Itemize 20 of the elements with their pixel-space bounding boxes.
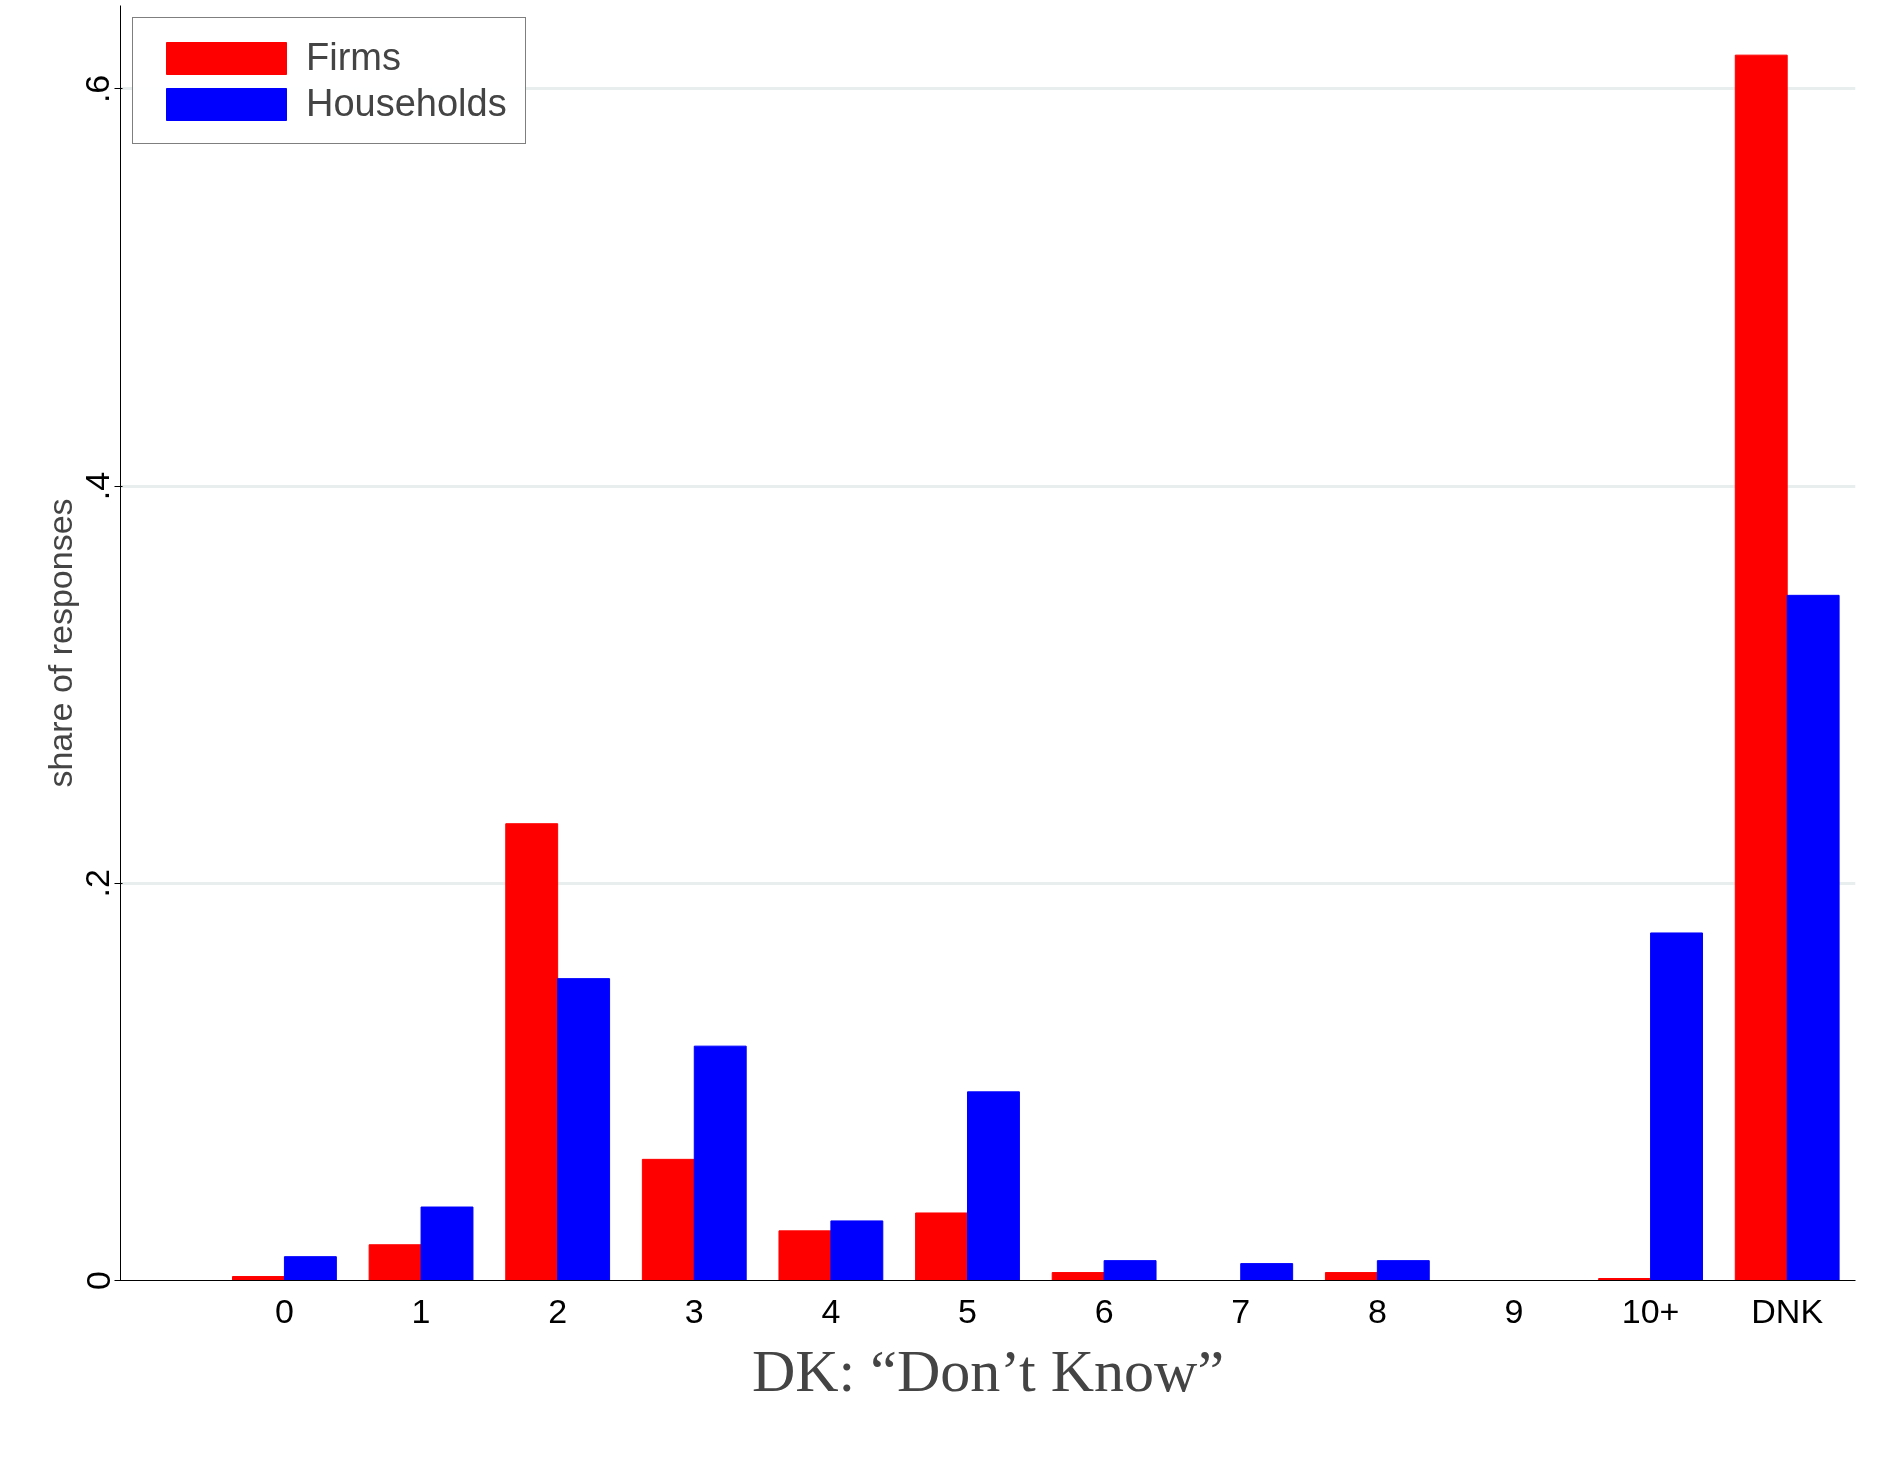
x-tick-label: DNK (1751, 1291, 1824, 1330)
x-tick-label: 3 (684, 1291, 704, 1330)
x-tick-label: 7 (1231, 1291, 1251, 1330)
x-tick-label: 6 (1094, 1291, 1114, 1330)
x-tick-label: 5 (958, 1291, 977, 1330)
x-tick-label: 1 (411, 1291, 431, 1330)
y-tick-label: .6 (78, 74, 117, 104)
legend-label: Households (306, 82, 507, 125)
y-axis-title: share of responses (40, 498, 79, 788)
x-tick-label: 10+ (1621, 1291, 1680, 1330)
y-tick-label: .4 (78, 471, 117, 501)
x-axis-title: DK: “Don’t Know” (751, 1337, 1225, 1404)
y-tick-label: 0 (78, 1271, 117, 1290)
x-tick-label: 2 (548, 1291, 568, 1330)
x-tick-label: 0 (274, 1291, 294, 1330)
x-tick-label: 8 (1367, 1291, 1387, 1330)
x-tick-label: 9 (1504, 1291, 1524, 1330)
legend-label: Firms (306, 36, 401, 79)
y-tick-label: .2 (78, 869, 117, 898)
x-tick-label: 4 (821, 1291, 841, 1330)
